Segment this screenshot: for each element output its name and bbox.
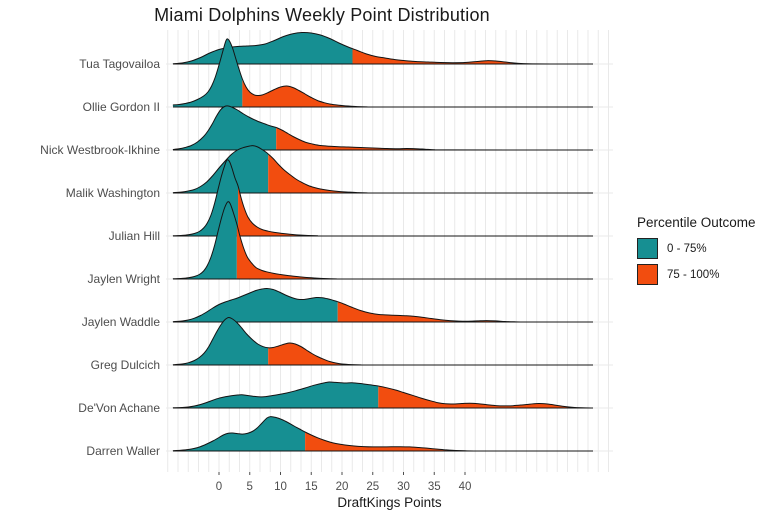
ridge-jaylen-wright: Jaylen Wright bbox=[88, 201, 593, 286]
density-area-75-100 bbox=[242, 78, 593, 107]
x-tick-label-5: 5 bbox=[247, 481, 253, 493]
legend-label: 75 - 100% bbox=[667, 268, 720, 281]
density-outline bbox=[172, 416, 593, 452]
density-area-75-100 bbox=[337, 301, 593, 322]
ridge-de-von-achane: De'Von Achane bbox=[78, 381, 593, 415]
legend-swatch-teal bbox=[637, 238, 658, 259]
density-outline bbox=[172, 38, 593, 108]
density-outline bbox=[172, 287, 593, 323]
ridge-tua-tagovailoa: Tua Tagovailoa bbox=[79, 31, 593, 71]
ridge-jaylen-waddle: Jaylen Waddle bbox=[82, 287, 593, 329]
y-axis-label-darren-waller: Darren Waller bbox=[86, 444, 160, 458]
density-area-0-75 bbox=[172, 38, 243, 107]
density-area-0-75 bbox=[172, 32, 353, 64]
density-area-0-75 bbox=[172, 105, 277, 150]
y-axis-label-greg-dulcich: Greg Dulcich bbox=[91, 358, 160, 372]
ridge-julian-hill: Julian Hill bbox=[109, 159, 593, 243]
legend-item-0-75: 0 - 75% bbox=[637, 238, 756, 259]
y-axis-label-jaylen-waddle: Jaylen Waddle bbox=[82, 315, 161, 329]
ridge-darren-waller: Darren Waller bbox=[86, 416, 593, 458]
y-axis-label-julian-hill: Julian Hill bbox=[109, 229, 160, 243]
x-tick-label-15: 15 bbox=[305, 481, 318, 493]
x-tick-label-10: 10 bbox=[274, 481, 287, 493]
ridge-greg-dulcich: Greg Dulcich bbox=[91, 316, 593, 372]
density-outline bbox=[172, 31, 593, 65]
x-tick-label-25: 25 bbox=[366, 481, 379, 493]
density-area-75-100 bbox=[268, 343, 593, 365]
density-area-0-75 bbox=[172, 288, 338, 322]
y-axis-label-jaylen-wright: Jaylen Wright bbox=[88, 272, 161, 286]
density-outline bbox=[172, 381, 593, 409]
legend-swatch-orange bbox=[637, 264, 658, 285]
density-outline bbox=[172, 316, 593, 366]
x-axis-title: DraftKings Points bbox=[337, 495, 442, 510]
y-axis-label-malik-washington: Malik Washington bbox=[66, 186, 160, 200]
density-outline bbox=[172, 105, 593, 151]
legend: Percentile Outcome 0 - 75% 75 - 100% bbox=[637, 215, 756, 290]
density-area-0-75 bbox=[172, 317, 269, 365]
density-area-75-100 bbox=[276, 127, 593, 150]
y-axis-label-ollie-gordon-ii: Ollie Gordon II bbox=[83, 100, 160, 114]
legend-label: 0 - 75% bbox=[667, 242, 707, 255]
density-area-0-75 bbox=[172, 381, 379, 408]
x-tick-label-20: 20 bbox=[336, 481, 349, 493]
density-outline bbox=[172, 201, 593, 280]
ridge-nick-westbrook-ikhine: Nick Westbrook-Ikhine bbox=[40, 105, 593, 157]
density-area-0-75 bbox=[172, 145, 269, 193]
density-outline bbox=[172, 159, 593, 237]
x-tick-label-40: 40 bbox=[459, 481, 472, 493]
density-area-75-100 bbox=[378, 386, 593, 408]
chart-title: Miami Dolphins Weekly Point Distribution bbox=[154, 5, 490, 25]
density-area-0-75 bbox=[172, 416, 306, 451]
x-tick-label-30: 30 bbox=[397, 481, 410, 493]
y-axis-label-de-von-achane: De'Von Achane bbox=[78, 401, 160, 415]
x-tick-label-0: 0 bbox=[216, 481, 222, 493]
ridge-ollie-gordon-ii: Ollie Gordon II bbox=[83, 38, 593, 114]
x-axis: 0 5 10 15 20 25 30 35 40 bbox=[216, 472, 472, 493]
legend-item-75-100: 75 - 100% bbox=[637, 264, 756, 285]
y-axis-label-tua-tagovailoa: Tua Tagovailoa bbox=[79, 57, 160, 71]
x-tick-label-35: 35 bbox=[428, 481, 441, 493]
density-area-75-100 bbox=[352, 48, 593, 64]
legend-title: Percentile Outcome bbox=[637, 215, 756, 230]
ridge-malik-washington: Malik Washington bbox=[66, 145, 593, 200]
density-area-75-100 bbox=[268, 154, 593, 193]
density-area-75-100 bbox=[305, 432, 593, 451]
y-axis-label-nick-westbrook-ikhine: Nick Westbrook-Ikhine bbox=[40, 143, 160, 157]
density-outline bbox=[172, 145, 593, 194]
